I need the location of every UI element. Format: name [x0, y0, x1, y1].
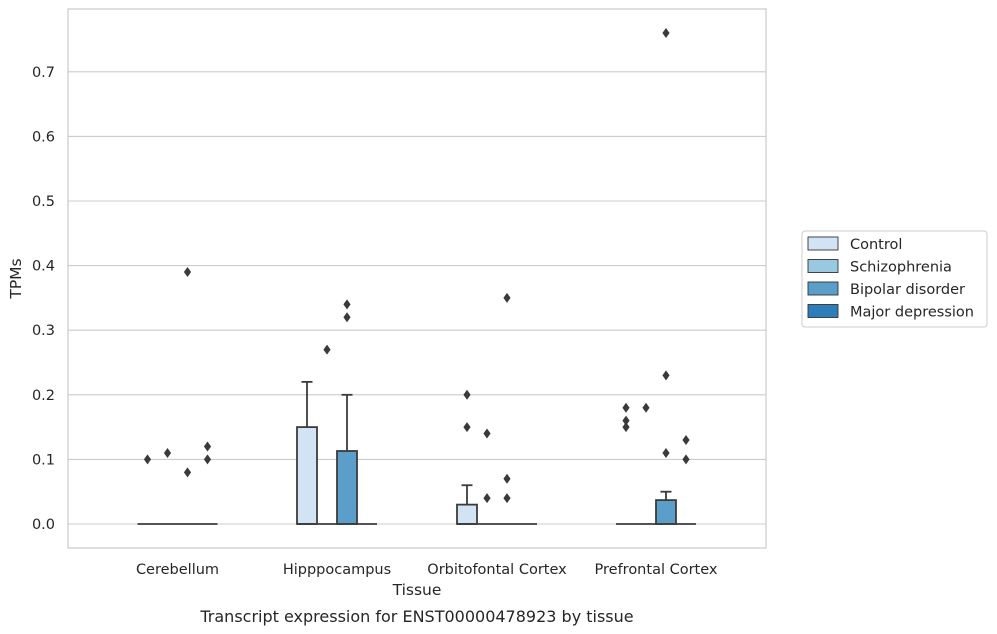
outlier-point	[662, 447, 670, 458]
outlier-point	[343, 312, 351, 323]
box	[456, 503, 478, 525]
outlier-point	[463, 422, 471, 433]
outlier-point	[203, 441, 212, 452]
y-tick-label: 0.2	[32, 388, 55, 404]
outlier-point	[483, 493, 491, 504]
legend-items: Control Schizophrenia Bipolar disorder Majo…	[807, 236, 974, 321]
plot-frame	[67, 8, 767, 549]
outlier-point	[203, 454, 212, 465]
outlier-point	[662, 28, 670, 39]
outlier-point	[622, 415, 630, 426]
outlier-points	[143, 28, 690, 504]
plot-boxes	[137, 380, 696, 525]
legend-swatch	[807, 259, 839, 273]
y-tick-label: 0.1	[32, 452, 55, 468]
outlier-point	[343, 299, 351, 310]
outlier-point	[682, 454, 690, 465]
box-group	[296, 380, 318, 525]
legend-label: Schizophrenia	[850, 260, 952, 276]
y-tick-label: 0.5	[32, 194, 55, 210]
x-axis-title: Tissue	[392, 581, 442, 599]
box	[296, 426, 318, 525]
legend-frame	[801, 230, 988, 328]
y-tick-labels: 0.0 0.1 0.2 0.3 0.4 0.5 0.6 0.7	[32, 65, 55, 533]
outlier-point	[503, 493, 511, 504]
outlier-point	[463, 389, 471, 400]
outlier-point	[183, 267, 192, 278]
y-tick-label: 0.7	[32, 65, 55, 81]
outlier-point	[143, 454, 152, 465]
chart-caption: Transcript expression for ENST0000047892…	[199, 607, 633, 626]
x-tick-label: Cerebellum	[136, 562, 219, 578]
x-tick-label: Prefrontal Cortex	[595, 562, 718, 578]
x-tick-label: Hipppocampus	[283, 562, 391, 578]
legend-swatch	[807, 236, 839, 251]
outlier-point	[642, 402, 650, 413]
outlier-point	[163, 447, 172, 458]
x-tick-label: Orbitofontal Cortex	[427, 562, 567, 578]
y-axis-title: TPMs	[7, 258, 25, 299]
outlier-point	[682, 435, 690, 446]
y-tick-label: 0.3	[32, 323, 55, 339]
legend-swatch	[807, 281, 839, 296]
outlier-point	[622, 402, 630, 413]
outlier-point	[622, 422, 630, 433]
outlier-point	[483, 428, 491, 439]
outlier-point	[503, 473, 511, 484]
box	[655, 499, 677, 525]
legend-label: Bipolar disorder	[850, 282, 965, 298]
y-tick-label: 0.4	[32, 259, 55, 275]
grid-lines	[68, 71, 766, 525]
box-group	[655, 490, 677, 525]
box-group	[456, 484, 478, 525]
x-tick-labels: Cerebellum Hipppocampus Orbitofontal Corte…	[136, 562, 718, 578]
outlier-point	[183, 467, 192, 478]
legend-label: Major depression	[850, 305, 974, 321]
legend: Control Schizophrenia Bipolar disorder Majo…	[801, 230, 988, 328]
y-tick-label: 0.6	[32, 129, 55, 145]
outlier-point	[323, 344, 331, 355]
y-tick-label: 0.0	[32, 517, 55, 533]
legend-swatch	[807, 304, 839, 318]
outlier-point	[503, 292, 511, 303]
box-group	[336, 393, 358, 525]
box	[336, 450, 358, 525]
legend-label: Control	[850, 237, 902, 253]
outlier-point	[662, 370, 670, 381]
